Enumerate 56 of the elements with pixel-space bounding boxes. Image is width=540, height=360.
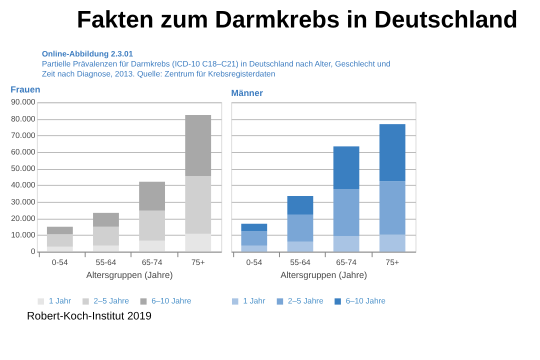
text: Partielle Prävalenzen für Darmkrebs (ICD-10 C18–C21) in Deutschland nach Alter, Geschlecht und Zeit nach Diagnose, 2013. Quelle: Zentrum für Krebsregisterdaten [42, 59, 390, 78]
bar [46, 246, 73, 252]
legend-label: 1 Jahr [243, 296, 266, 306]
bar [333, 236, 360, 252]
y-tick-label: 40.000 [10, 180, 36, 190]
x-tick-label: 55-64 [96, 258, 117, 268]
bar [185, 176, 212, 234]
bar [139, 210, 166, 241]
bar [287, 214, 314, 242]
bar [46, 226, 73, 234]
y-tick-label: 70.000 [10, 130, 36, 140]
bar [185, 115, 212, 176]
bar [139, 240, 166, 252]
bar [241, 231, 268, 246]
text: Online-Abbildung 2.3.01 [42, 49, 134, 58]
bar [241, 246, 268, 252]
x-tick-label: 65-74 [336, 258, 358, 268]
bar [93, 226, 119, 246]
bar [46, 234, 73, 247]
text: Robert-Koch-Institut 2019 [26, 310, 152, 322]
x-tick-label: 0-54 [246, 258, 263, 268]
y-tick-label: 30.000 [10, 197, 36, 206]
legend-label: 1 Jahr [48, 296, 72, 306]
x-tick-label: 75+ [191, 258, 206, 268]
bar [287, 196, 314, 214]
x-tick-label: 65-74 [142, 258, 163, 268]
bar [287, 242, 314, 252]
bar [379, 181, 406, 235]
bar [241, 224, 268, 232]
y-tick-label: 0 [30, 247, 36, 256]
y-tick-label: 80.000 [10, 114, 36, 124]
bar [93, 246, 119, 252]
chart-title: Frauen [10, 84, 40, 94]
x-tick-label: 55-64 [290, 258, 312, 268]
bar [379, 234, 406, 252]
bar [139, 182, 166, 210]
legend-label: 6–10 Jahre [151, 296, 192, 306]
legend-label: 6–10 Jahre [346, 296, 386, 306]
x-axis-title: Altersgruppen (Jahre) [86, 270, 173, 280]
y-tick-label: 10.000 [10, 230, 36, 240]
bar [333, 146, 360, 190]
y-tick-label: 50.000 [10, 164, 36, 174]
y-tick-label: 60.000 [10, 148, 36, 157]
chart-title: Männer [231, 88, 264, 98]
text: Fakten zum Darmkrebs in Deutschland [76, 6, 518, 34]
bar [185, 234, 212, 252]
x-tick-label: 75+ [386, 258, 400, 268]
x-tick-label: 0-54 [52, 258, 68, 268]
x-axis-title: Altersgruppen (Jahre) [280, 270, 368, 280]
bar [333, 189, 360, 236]
legend-label: 2–5 Jahre [288, 296, 324, 306]
legend-label: 2–5 Jahre [94, 296, 130, 306]
y-tick-label: 90.000 [10, 98, 36, 107]
bar [379, 124, 406, 182]
bar [93, 212, 119, 227]
y-tick-label: 20.000 [10, 214, 36, 223]
